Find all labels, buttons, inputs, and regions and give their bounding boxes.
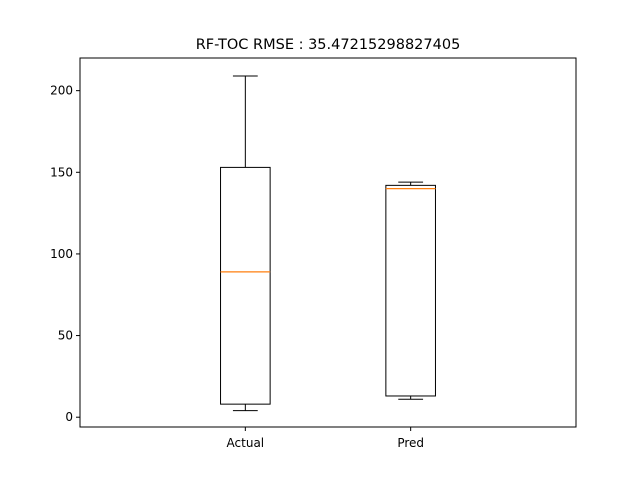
y-tick-label: 100 xyxy=(50,247,73,261)
y-tick-label: 0 xyxy=(65,410,73,424)
y-tick-label: 150 xyxy=(50,165,73,179)
boxes-group xyxy=(220,75,436,412)
box-pred xyxy=(385,184,436,397)
x-tick-label-actual: Actual xyxy=(227,436,265,450)
box-actual xyxy=(220,166,271,405)
y-axis: 0 50 100 150 200 xyxy=(50,84,80,424)
plot-area-frame xyxy=(79,57,577,428)
x-tick-label-pred: Pred xyxy=(397,436,424,450)
y-tick-label: 200 xyxy=(50,84,73,98)
y-tick-label: 50 xyxy=(58,329,73,343)
chart-title: RF-TOC RMSE : 35.47215298827405 xyxy=(196,37,461,53)
x-axis: Actual Pred xyxy=(227,427,424,450)
